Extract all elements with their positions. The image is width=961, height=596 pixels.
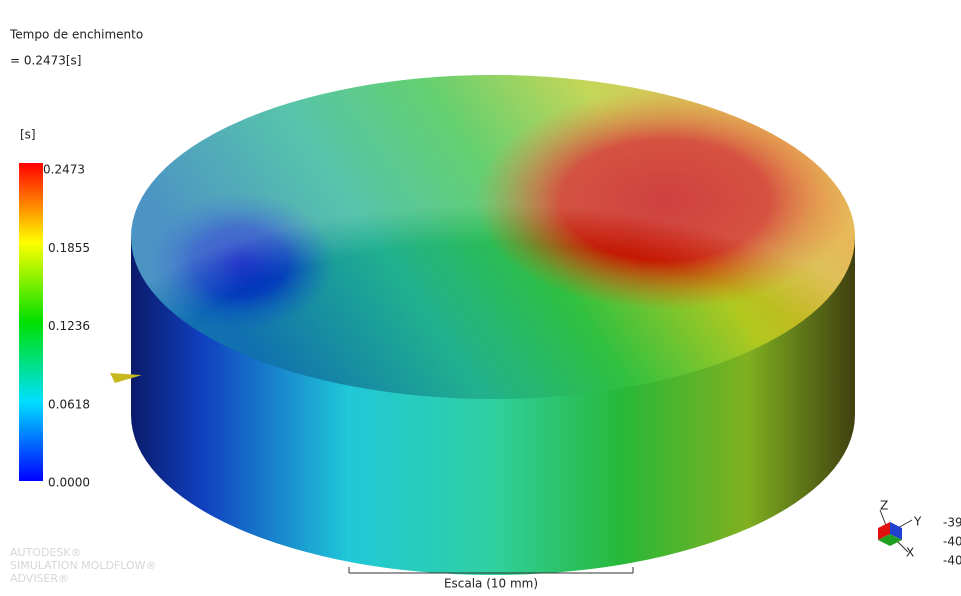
watermark: AUTODESK® [10, 546, 82, 559]
coordinate: -40 [943, 535, 961, 549]
viewport: Tempo de enchimento = 0.2473[s] [s] 0.24… [0, 0, 961, 596]
axis-y: Y [913, 515, 922, 529]
coordinate: -39 [943, 516, 961, 530]
axis-z: Z [880, 499, 888, 513]
axis-triad: Z Y X -39 -40 -40 [878, 499, 961, 568]
watermark: SIMULATION MOLDFLOW® [10, 559, 157, 572]
result-title: Tempo de enchimento [9, 28, 143, 42]
axis-x: X [906, 546, 914, 560]
result-value: = 0.2473[s] [10, 54, 81, 68]
legend-tick-label: 0.1855 [48, 241, 90, 255]
legend-tick-label: 0.0000 [48, 476, 90, 490]
legend-unit: [s] [20, 128, 36, 142]
legend-tick-label: 0.1236 [48, 319, 90, 333]
coordinate: -40 [943, 554, 961, 568]
watermark: ADVISER® [10, 572, 69, 585]
legend-tick-label: 0.0618 [48, 397, 90, 411]
part-model [110, 75, 855, 575]
scale-label: Escala (10 mm) [444, 577, 538, 591]
legend-tick-label: 0.2473 [43, 163, 85, 177]
color-scale [19, 163, 43, 481]
